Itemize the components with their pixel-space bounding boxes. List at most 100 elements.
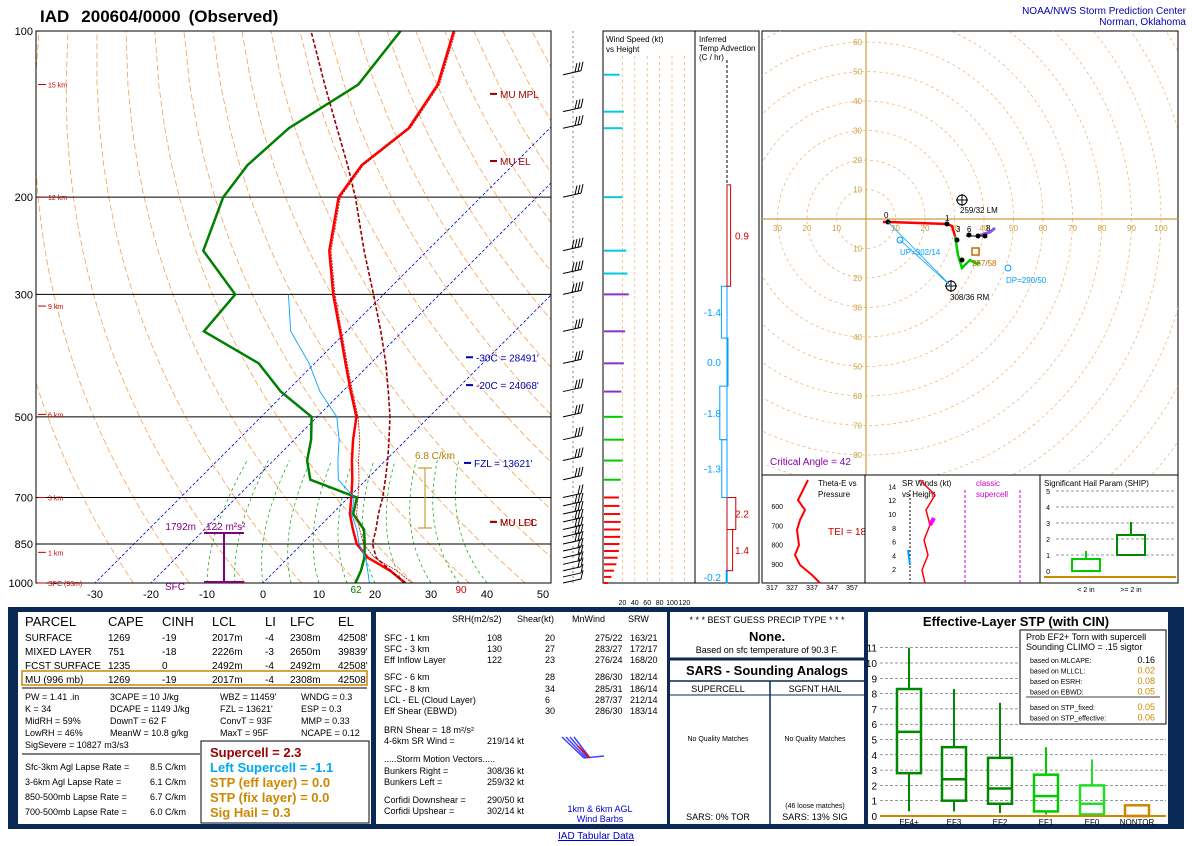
pressure-tick-label: 700 [15,492,33,504]
hodo-y-tick: 30 [853,127,862,136]
precip-note: Based on sfc temperature of 90.3 F. [696,645,839,655]
left-supercell-param: Left Supercell = -1.1 [210,760,333,775]
index-value: MeanW = 10.8 g/kg [110,728,188,738]
moist-adiabat [362,460,376,583]
stp-tick: 7 [871,705,877,716]
dry-adiabat [357,31,551,368]
lapse-bracket [418,467,432,529]
stp-category: EF0 [1085,818,1100,827]
wind-barb [562,350,584,364]
parcel-cell: 42508' [338,633,368,644]
hodo-point [959,257,965,263]
temperature-tick-label: -30 [87,589,103,601]
parcel-header: CINH [162,614,194,629]
lapse-label: 700-500mb Lapse Rate = [25,807,127,817]
hodo-y-tick: 50 [853,68,862,77]
index-value: 3CAPE = 10 J/kg [110,692,179,702]
thetae-x-tick: 327 [786,585,798,592]
advection-block [719,385,728,441]
advection-block [726,337,729,387]
brn-label: BRN Shear = [384,725,437,735]
sars-tor: SARS: 0% TOR [686,812,750,822]
dry-adiabat [125,31,358,583]
kin-header: Shear(kt) [517,614,554,624]
kin-label: SFC - 1 km [384,633,430,643]
wind-speed-bar [604,110,624,113]
srw-y-tick: 2 [892,567,896,574]
srw-y-tick: 6 [892,540,896,547]
kin-label: Eff Inflow Layer [384,655,446,665]
index-value: WNDG = 0.3 [301,692,352,702]
hodo-y-tick: 60 [853,38,862,47]
wind-barb [562,516,584,530]
hodo-x-tick: 40 [980,224,989,233]
virtual-temp-line [330,31,456,583]
hodo-point [966,232,972,238]
srw-type2: supercell [976,490,1008,499]
parcel-cell: 2017m [212,675,243,686]
wind-speed-bar [604,249,627,252]
sr-winds-panel: SR Winds (kt) vs Height classic supercel… [864,474,1041,584]
sfc-temp-label: 90 [455,585,467,596]
advection-block [720,285,728,339]
advection-block [725,570,728,584]
index-value: MaxT = 95F [220,728,269,738]
wind-speed-bar [604,73,620,76]
kin-value: 172/17 [630,644,658,654]
parcel-cell: SURFACE [25,633,73,644]
sample-wind-barbs [561,736,605,759]
hodo-y-tick: 30 [853,304,862,313]
wind-barb [562,281,584,295]
minus30-label: -30C = 28491' [476,353,539,364]
ship-panel: Significant Hail Param (SHIP) 1 2 3 4 5 0 < 2 … [1039,474,1179,594]
wind-speed-bar [604,569,614,572]
wind-speed-bar [604,496,619,499]
wind-speed-bar [604,362,624,365]
mu-el-label: MU EL [500,157,531,168]
sars-loose: (46 loose matches) [785,803,845,810]
bunkers-label: Bunkers Left = [384,777,442,787]
wind-speed-bar [604,196,623,199]
wind-barb [562,563,584,578]
wind-barbs-column [562,31,584,584]
wind-barb [562,426,584,441]
ship-tick: 5 [1046,489,1050,496]
sars-no-match-2: No Quality Matches [784,736,846,743]
parcel-cell: 2650m [290,647,321,658]
kin-header: SRH(m2/s2) [452,614,502,624]
stp-category: EF4+ [899,818,919,827]
stp-box-EF3 [940,689,968,812]
wind-barb [562,508,584,523]
parcel-cell: 2017m [212,633,243,644]
moist-adiabat [206,460,248,583]
index-value: K = 34 [25,704,51,714]
ship-category: >= 2 in [1120,587,1142,594]
lm-label: 259/32 LM [960,206,998,215]
hodo-point [975,233,981,239]
hodo-km-3: 3 [956,225,961,234]
corfidi-value: 302/14 kt [487,806,525,816]
stp-eff-param: STP (eff layer) = 0.0 [210,775,330,790]
hodo-x-tick: 10 [832,224,841,233]
temperature-tick-label: 0 [260,589,266,601]
bunkers-value: 259/32 kt [487,777,525,787]
tabular-data-link[interactable]: IAD Tabular Data [558,831,634,842]
wind-speed-bar [604,438,624,441]
stp-tick: 3 [871,766,877,777]
dry-adiabat [328,31,551,416]
temperature-tick-label: 40 [481,589,493,601]
height-label: 12 km [48,195,67,202]
kin-label: SFC - 8 km [384,684,430,694]
kin-value: 183/14 [630,706,658,716]
parcel-cell: -4 [265,675,274,686]
dry-adiabat [386,31,551,321]
pressure-tick-label: 1000 [9,578,33,590]
hodo-km-0: 0 [884,211,889,220]
kin-value: 182/14 [630,672,658,682]
kin-value: 122 [487,655,502,665]
parcel-header: PARCEL [25,614,76,629]
hodo-trace-3-6km [953,235,981,271]
parcel-cell: -19 [162,675,177,686]
wind-speed-bar [604,390,622,393]
